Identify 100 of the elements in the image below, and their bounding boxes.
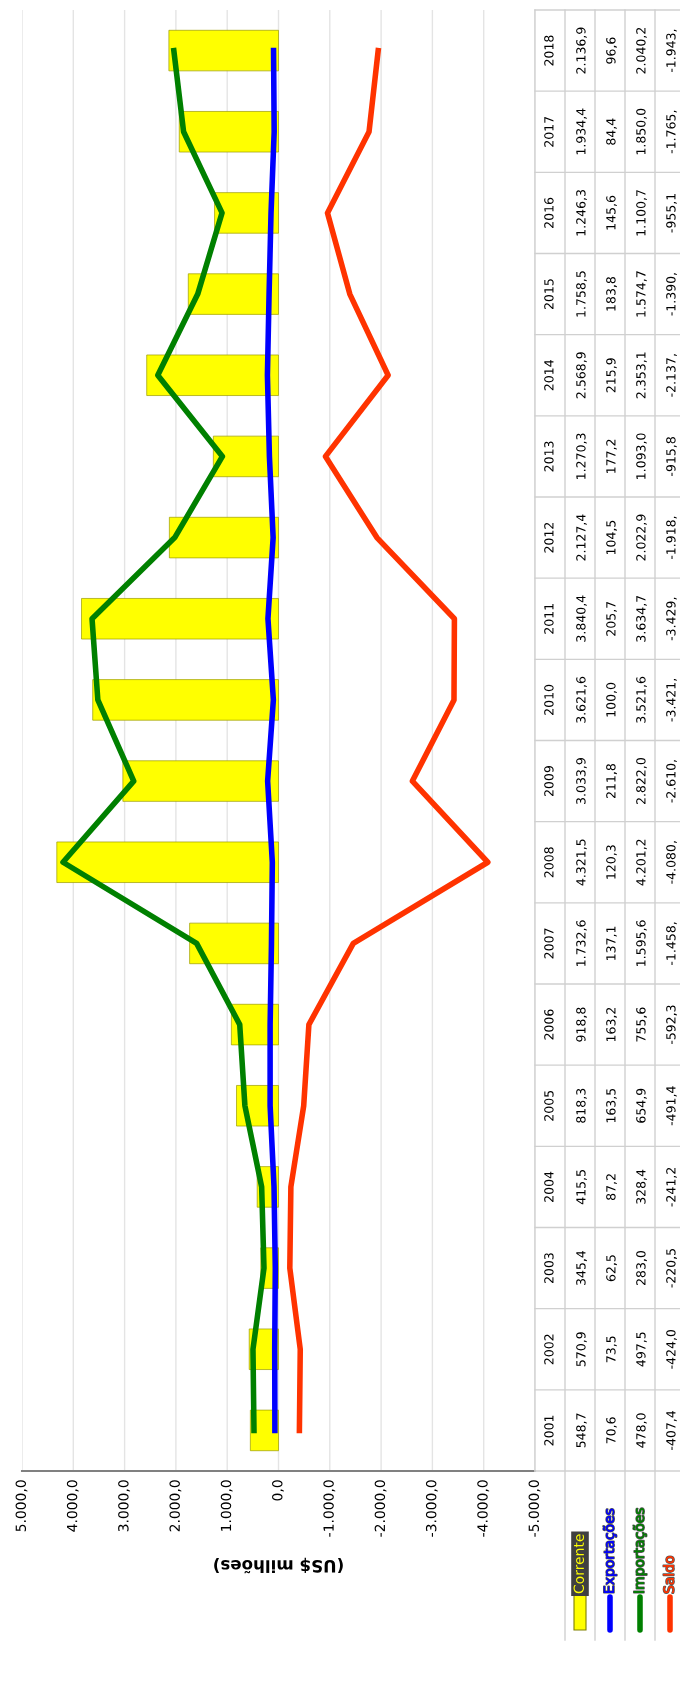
bar (56, 841, 279, 883)
data-label: -407,4 (666, 1410, 677, 1450)
data-label: 1.100,7 (636, 190, 647, 236)
bar (122, 760, 279, 802)
data-label: 918,8 (576, 1007, 587, 1042)
data-label: 62,5 (606, 1255, 617, 1282)
y-tick-label: 2004 (544, 1171, 554, 1202)
x-axis-title: (US$ milhões) (214, 1557, 343, 1574)
y-tick-label: 2018 (544, 35, 554, 66)
data-label: 328,4 (636, 1169, 647, 1204)
x-tick-label: 5.000,0 (15, 1480, 28, 1532)
bar (81, 598, 279, 640)
data-label: 1.093,0 (636, 433, 647, 479)
data-label: -915,8 (666, 437, 677, 476)
data-label: 73,5 (606, 1336, 617, 1363)
data-label: -220,5 (666, 1249, 677, 1288)
data-label: 1.270,3 (576, 433, 587, 479)
data-label: 100,0 (606, 682, 617, 717)
data-label: 1.246,3 (576, 190, 587, 236)
data-label: 2.022,9 (636, 514, 647, 561)
data-label: 120,3 (606, 845, 617, 879)
x-tick-label: 4.000,0 (66, 1480, 79, 1532)
data-label: 145,6 (606, 195, 617, 230)
data-label: 478,0 (636, 1413, 647, 1448)
data-label: 183,8 (606, 277, 617, 311)
y-tick-label: 2011 (544, 604, 554, 634)
x-tick-label: 0,0 (272, 1480, 284, 1501)
data-label: 205,7 (606, 601, 617, 636)
data-label: 211,8 (606, 764, 617, 799)
bar (146, 354, 279, 396)
data-label: 818,3 (576, 1088, 587, 1123)
data-label: 548,7 (576, 1413, 587, 1448)
data-label: 4.201,2 (636, 839, 647, 886)
data-label: -2.610, (666, 760, 677, 803)
data-label: 1.934,4 (576, 108, 587, 155)
x-tick-label: 3.000,0 (118, 1480, 131, 1532)
data-label: 3.621,6 (576, 676, 587, 723)
y-tick-label: 2006 (544, 1009, 554, 1040)
data-label: 2.040,2 (636, 27, 647, 74)
data-label: 283,0 (636, 1251, 647, 1286)
data-label: -1.390, (666, 273, 677, 316)
data-label: 2.127,4 (576, 514, 587, 561)
y-tick-label: 2007 (544, 928, 554, 959)
data-label: 1.758,5 (576, 271, 587, 317)
bar (168, 29, 279, 72)
data-label: 415,5 (576, 1170, 587, 1205)
x-tick-label: 1.000,0 (220, 1480, 233, 1531)
y-tick-label: 2009 (544, 766, 554, 797)
data-label: 96,6 (606, 37, 617, 64)
data-label: 163,5 (606, 1088, 617, 1123)
data-label: 163,2 (606, 1007, 617, 1042)
y-tick-label: 2014 (544, 360, 554, 391)
data-label: 654,9 (636, 1088, 647, 1123)
data-label: 3.840,4 (576, 595, 587, 642)
x-tick-label: -3.000,0 (425, 1480, 438, 1537)
x-tick-label: -2.000,0 (374, 1480, 387, 1537)
data-label: 570,9 (576, 1332, 587, 1367)
data-label: 70,6 (606, 1417, 617, 1444)
data-label: -3.429, (666, 597, 677, 641)
x-tick-label: -1.000,0 (323, 1480, 336, 1537)
data-label: -3.421, (666, 679, 677, 722)
data-label: -1.918, (666, 516, 677, 560)
bar (92, 679, 279, 721)
data-label: -491,4 (666, 1086, 677, 1126)
data-label: 2.822,0 (636, 758, 647, 805)
data-label: 4.321,5 (576, 839, 587, 886)
y-tick-label: 2002 (544, 1334, 554, 1365)
text: Exportações (603, 1508, 617, 1593)
data-label: 2.353,1 (636, 352, 647, 399)
data-label: -4.080, (666, 841, 677, 884)
y-tick-label: 2003 (544, 1253, 554, 1284)
data-label: 497,5 (636, 1332, 647, 1367)
data-label: 1.732,6 (576, 920, 587, 966)
data-label: 177,2 (606, 439, 617, 473)
y-tick-label: 2005 (544, 1090, 554, 1121)
data-label: 104,5 (606, 520, 617, 555)
data-label: 2.568,9 (576, 352, 587, 399)
data-label: 137,1 (606, 926, 617, 960)
data-label: 345,4 (576, 1250, 587, 1286)
data-label: 2.136,9 (576, 27, 587, 74)
y-tick-label: 2013 (544, 441, 554, 472)
text: Importações (633, 1508, 647, 1593)
data-label: 3.033,9 (576, 758, 587, 804)
text: Saldo (663, 1556, 675, 1594)
y-tick-label: 2012 (544, 522, 554, 553)
y-tick-label: 2010 (544, 684, 554, 715)
data-label: 215,9 (606, 358, 617, 393)
y-tick-label: 2017 (544, 116, 554, 147)
data-label: 3.634,7 (636, 595, 647, 642)
y-tick-label: 2015 (544, 279, 554, 310)
data-label: -241,2 (666, 1168, 677, 1207)
data-label: -1.765, (666, 110, 677, 154)
x-tick-label: -5.000,0 (528, 1480, 541, 1537)
data-label: 755,6 (636, 1007, 647, 1042)
data-label: 84,4 (606, 118, 617, 145)
data-label: 87,2 (606, 1174, 617, 1200)
text: Corrente (573, 1534, 585, 1594)
y-tick-label: 2001 (544, 1415, 554, 1446)
data-label: -424,0 (666, 1329, 677, 1369)
data-label: -2.137, (666, 354, 677, 397)
